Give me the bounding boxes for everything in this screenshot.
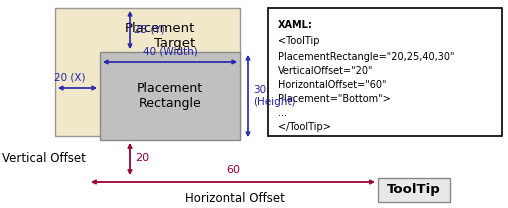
Bar xyxy=(55,8,240,136)
Text: ToolTip: ToolTip xyxy=(387,183,441,197)
Bar xyxy=(378,178,450,202)
Text: XAML:: XAML: xyxy=(278,20,313,30)
Text: HorizontalOffset="60": HorizontalOffset="60" xyxy=(278,80,387,90)
Text: </ToolTip>: </ToolTip> xyxy=(278,122,331,132)
Bar xyxy=(100,52,240,140)
Text: Horizontal Offset: Horizontal Offset xyxy=(185,192,285,204)
Text: Placement
Target: Placement Target xyxy=(124,22,195,50)
Text: 60: 60 xyxy=(226,165,240,175)
Text: 25 (Y): 25 (Y) xyxy=(134,25,165,35)
Text: 40 (Width): 40 (Width) xyxy=(143,47,198,57)
Text: 20: 20 xyxy=(135,153,149,163)
Text: Placement
Rectangle: Placement Rectangle xyxy=(137,82,203,110)
Text: PlacementRectangle="20,25,40,30": PlacementRectangle="20,25,40,30" xyxy=(278,52,455,62)
Text: <ToolTip: <ToolTip xyxy=(278,36,320,46)
Text: VerticalOffset="20": VerticalOffset="20" xyxy=(278,66,373,76)
Text: 20 (X): 20 (X) xyxy=(54,73,86,83)
Bar xyxy=(268,8,502,136)
Text: Vertical Offset: Vertical Offset xyxy=(2,151,86,165)
Text: ...: ... xyxy=(278,108,287,118)
Text: Placement="Bottom">: Placement="Bottom"> xyxy=(278,94,391,104)
Text: 30
(Height): 30 (Height) xyxy=(253,85,296,107)
